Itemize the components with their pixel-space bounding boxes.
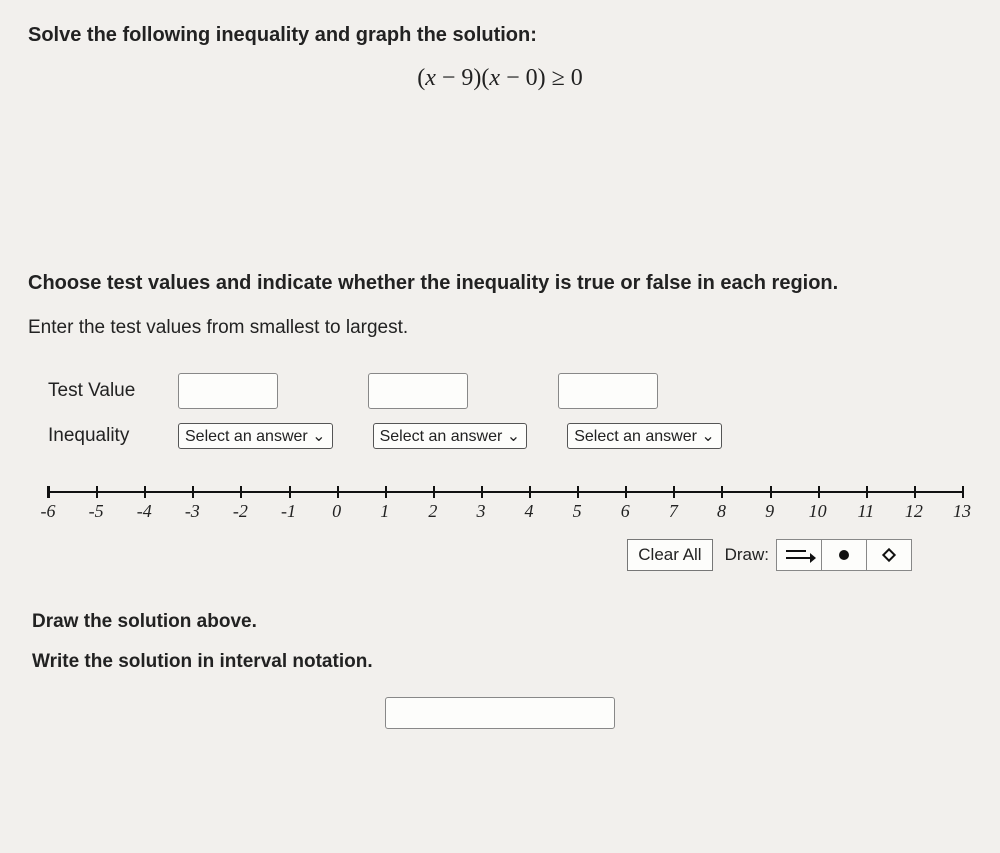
number-line-tick bbox=[577, 486, 579, 498]
choose-test-values-text: Choose test values and indicate whether … bbox=[28, 272, 972, 295]
question-prompt: Solve the following inequality and graph… bbox=[28, 24, 972, 47]
number-line-label: -4 bbox=[137, 501, 152, 522]
number-line-label: 8 bbox=[717, 501, 726, 522]
number-line-label: 11 bbox=[857, 501, 874, 522]
number-line-tick bbox=[914, 486, 916, 498]
number-line-label: 3 bbox=[476, 501, 485, 522]
number-line-label: 10 bbox=[809, 501, 827, 522]
test-value-input-1[interactable] bbox=[178, 373, 278, 409]
number-line-label: 5 bbox=[573, 501, 582, 522]
number-line-label: -1 bbox=[281, 501, 296, 522]
number-line-tick bbox=[866, 486, 868, 498]
ray-icon bbox=[786, 548, 812, 562]
inequality-equation: (x − 9)(x − 0) ≥ 0 bbox=[28, 65, 972, 92]
test-value-table: Test Value Inequality Select an answer ⌄… bbox=[48, 373, 972, 449]
number-line-label: 9 bbox=[765, 501, 774, 522]
number-line-tick bbox=[192, 486, 194, 498]
draw-solution-label: Draw the solution above. bbox=[32, 611, 972, 633]
number-line-tick bbox=[385, 486, 387, 498]
number-line-tick bbox=[289, 486, 291, 498]
number-line-label: 12 bbox=[905, 501, 923, 522]
number-line-label: -2 bbox=[233, 501, 248, 522]
number-line-tick bbox=[770, 486, 772, 498]
number-line-tick bbox=[48, 486, 50, 498]
number-line-tick bbox=[481, 486, 483, 498]
open-point-tool-button[interactable] bbox=[866, 539, 912, 571]
number-line-label: 4 bbox=[525, 501, 534, 522]
number-line-tick bbox=[529, 486, 531, 498]
number-line-label: -5 bbox=[89, 501, 104, 522]
number-line-label: 0 bbox=[332, 501, 341, 522]
number-line[interactable]: -6-5-4-3-2-1012345678910111213 bbox=[48, 483, 962, 525]
number-line-tick bbox=[433, 486, 435, 498]
number-line-label: 2 bbox=[428, 501, 437, 522]
number-line-label: 1 bbox=[380, 501, 389, 522]
number-line-tick bbox=[818, 486, 820, 498]
interval-notation-input[interactable] bbox=[385, 697, 615, 729]
test-value-input-3[interactable] bbox=[558, 373, 658, 409]
inequality-select-2[interactable]: Select an answer ⌄ bbox=[373, 423, 528, 449]
write-solution-label: Write the solution in interval notation. bbox=[32, 651, 972, 673]
inequality-row-label: Inequality bbox=[48, 425, 178, 447]
inequality-select-3[interactable]: Select an answer ⌄ bbox=[567, 423, 722, 449]
draw-toolbar: Clear All Draw: bbox=[28, 539, 912, 571]
ray-tool-button[interactable] bbox=[776, 539, 822, 571]
number-line-tick bbox=[721, 486, 723, 498]
filled-dot-icon bbox=[839, 550, 849, 560]
number-line-label: 6 bbox=[621, 501, 630, 522]
test-value-input-2[interactable] bbox=[368, 373, 468, 409]
number-line-tick bbox=[625, 486, 627, 498]
test-value-row-label: Test Value bbox=[48, 380, 178, 402]
closed-point-tool-button[interactable] bbox=[821, 539, 867, 571]
number-line-tick bbox=[240, 486, 242, 498]
number-line-tick bbox=[144, 486, 146, 498]
draw-label: Draw: bbox=[713, 545, 777, 565]
enter-values-text: Enter the test values from smallest to l… bbox=[28, 317, 972, 339]
open-diamond-icon bbox=[882, 548, 896, 562]
inequality-select-1[interactable]: Select an answer ⌄ bbox=[178, 423, 333, 449]
number-line-label: 7 bbox=[669, 501, 678, 522]
number-line-tick bbox=[673, 486, 675, 498]
number-line-tick bbox=[96, 486, 98, 498]
number-line-tick bbox=[962, 486, 964, 498]
number-line-label: -6 bbox=[41, 501, 56, 522]
number-line-label: 13 bbox=[953, 501, 971, 522]
number-line-tick bbox=[337, 486, 339, 498]
clear-all-button[interactable]: Clear All bbox=[627, 539, 712, 571]
number-line-label: -3 bbox=[185, 501, 200, 522]
